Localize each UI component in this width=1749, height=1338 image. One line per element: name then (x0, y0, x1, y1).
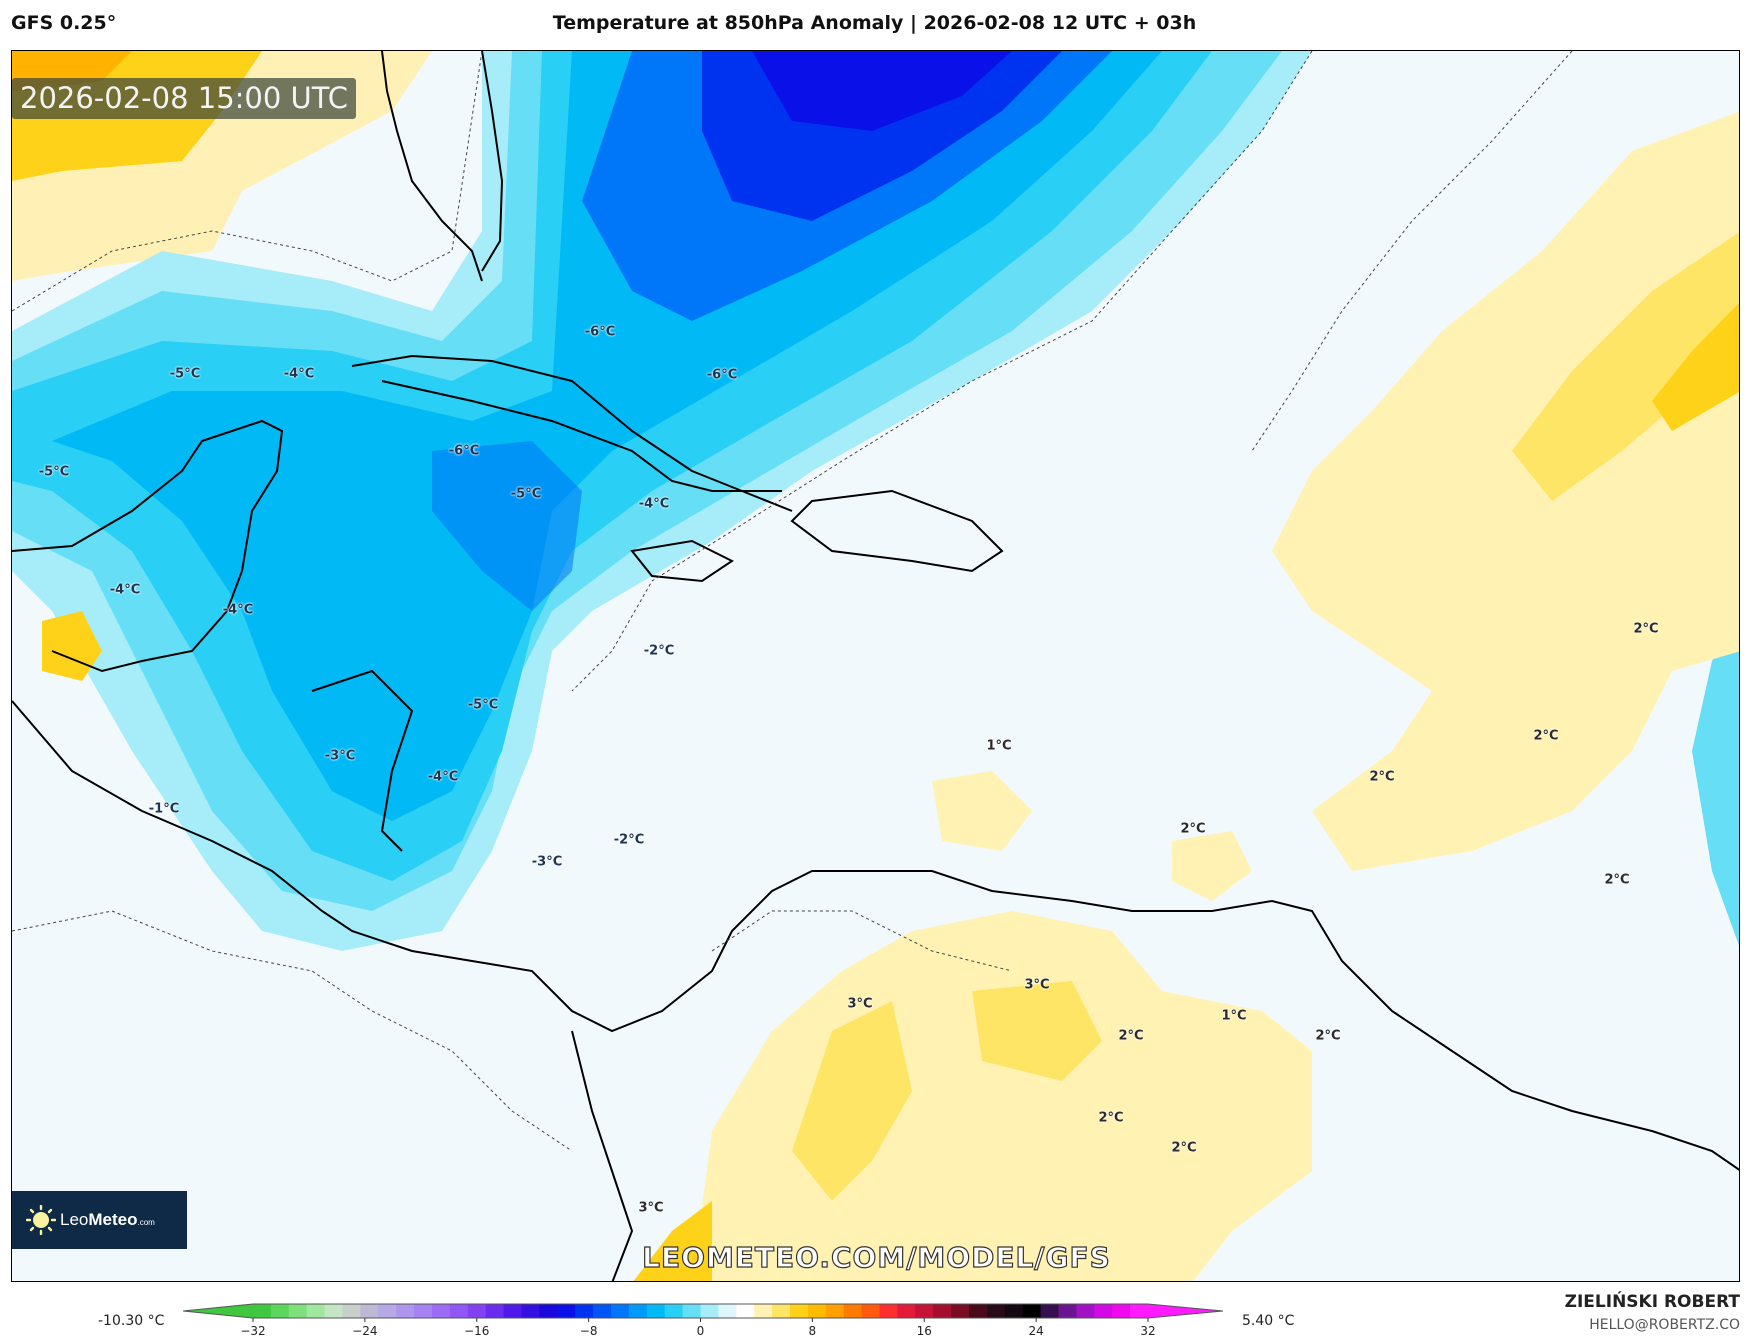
colorbar-tick-label: −24 (352, 1324, 378, 1338)
isotherm-label: 2°C (1369, 769, 1395, 785)
chart-title: Temperature at 850hPa Anomaly | 2026-02-… (552, 12, 1197, 34)
colorbar-max-label: 5.40 °C (1242, 1313, 1295, 1329)
author-name: ZIELIŃSKI ROBERT (1564, 1292, 1740, 1312)
isotherm-label: 3°C (1024, 977, 1050, 993)
isotherm-label: 1°C (1221, 1008, 1247, 1024)
model-name: GFS 0.25° (11, 12, 117, 34)
isotherm-label: 2°C (1118, 1028, 1144, 1044)
colorbar-tick-label: −32 (240, 1324, 266, 1338)
isotherm-label: -6°C (706, 367, 738, 383)
isotherm-label: 3°C (847, 996, 873, 1012)
colorbar-tick-label: 24 (1028, 1324, 1044, 1338)
site-watermark: LEOMETEO.COM/MODEL/GFS (642, 1240, 1111, 1274)
isotherm-label: -5°C (38, 464, 70, 480)
isotherm-label: 2°C (1604, 872, 1630, 888)
author-email[interactable]: HELLO@ROBERTZ.CO (1589, 1317, 1740, 1333)
colorbar-tick-label: 0 (696, 1324, 705, 1338)
isotherm-label: -5°C (467, 697, 499, 713)
colorbar-tick-label: 16 (916, 1324, 932, 1338)
colorbar-tick-label: 8 (808, 1324, 817, 1338)
leometeo-logo[interactable]: LeoMeteo.com (12, 1191, 187, 1249)
isotherm-label: -4°C (222, 602, 254, 618)
valid-time-badge: 2026-02-08 15:00 UTC (12, 78, 357, 119)
isotherm-label: -4°C (283, 366, 315, 382)
map-panel: 2026-02-08 15:00 UTC -5°C -4°C -6°C -6°C -5°… (11, 50, 1740, 1282)
isotherm-label: -4°C (427, 769, 459, 785)
isotherm-label: -4°C (109, 582, 141, 598)
colorbar-tick-label: −16 (464, 1324, 490, 1338)
isotherm-label: 2°C (1098, 1110, 1124, 1126)
colorbar-tick-label: 32 (1140, 1324, 1156, 1338)
colorbar-min-label: -10.30 °C (98, 1313, 165, 1329)
isotherm-label: 2°C (1180, 821, 1206, 837)
isotherm-label: -5°C (169, 366, 201, 382)
sun-icon (26, 1205, 56, 1235)
isotherm-label: -5°C (510, 486, 542, 502)
isotherm-label: -2°C (643, 643, 675, 659)
isotherm-label: 2°C (1171, 1140, 1197, 1156)
isotherm-label: -1°C (148, 801, 180, 817)
isotherm-label: -2°C (613, 832, 645, 848)
isotherm-label: 2°C (1315, 1028, 1341, 1044)
isotherm-label: -6°C (448, 443, 480, 459)
isotherm-label: -3°C (531, 854, 563, 870)
logo-text: LeoMeteo.com (60, 1210, 155, 1229)
isotherm-label: 2°C (1633, 621, 1659, 637)
isotherm-label: 3°C (638, 1200, 664, 1216)
isotherm-label: -4°C (638, 496, 670, 512)
colorbar-tick-label: −8 (579, 1324, 598, 1338)
colorbar (183, 1303, 1223, 1322)
anomaly-field (12, 51, 1739, 1281)
isotherm-label: 2°C (1533, 728, 1559, 744)
isotherm-label: -3°C (324, 748, 356, 764)
isotherm-label: 1°C (986, 738, 1012, 754)
isotherm-label: -6°C (584, 324, 616, 340)
